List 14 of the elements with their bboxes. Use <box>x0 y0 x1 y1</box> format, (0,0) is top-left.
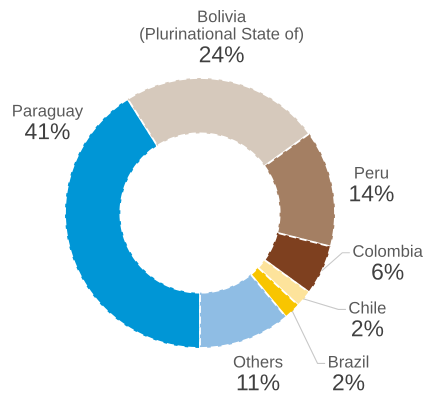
slice-label: Peru <box>355 167 388 179</box>
data-label: 24% <box>200 46 244 62</box>
data-label: 41% <box>25 123 70 140</box>
slice-label: Bolivia (Plurinational State of) <box>140 10 304 43</box>
slice-label: Paraguay <box>13 104 84 120</box>
data-label: 11% <box>238 374 280 390</box>
data-label: 6% <box>372 264 404 280</box>
data-label: 14% <box>350 185 394 202</box>
slice-label: Colombia <box>353 244 423 257</box>
data-label: 2% <box>352 320 384 336</box>
slice-label: Brazil <box>329 355 368 368</box>
slice-label: Others <box>234 355 282 368</box>
data-label: 2% <box>333 374 364 390</box>
slice-label: Chile <box>349 301 386 314</box>
